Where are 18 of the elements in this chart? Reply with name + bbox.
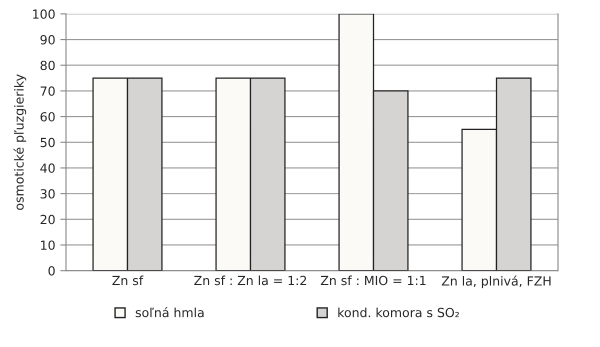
y-tick-label: 60	[40, 112, 55, 122]
x-tick-label: Zn sf	[112, 276, 144, 286]
y-tick-label: 30	[40, 189, 55, 199]
x-tick-label: Zn sf : Zn la = 1:2	[194, 276, 306, 286]
y-tick-label: 90	[40, 35, 55, 44]
y-tick-label: 100	[33, 9, 55, 19]
x-tick-label: Zn sf : MIO = 1:1	[320, 276, 426, 286]
legend-label: soľná hmla	[136, 307, 204, 318]
y-tick-label: 40	[40, 163, 55, 173]
y-tick-label: 0	[48, 266, 55, 276]
y-tick-label: 50	[40, 138, 55, 148]
legend-label: kond. komora s SO₂	[338, 308, 459, 318]
y-tick-label: 10	[41, 240, 55, 250]
x-tick-label: Zn la, plnivá, FZH	[442, 276, 551, 288]
y-tick-label: 20	[40, 214, 55, 224]
y-tick-label: 70	[40, 86, 55, 96]
y-tick-label: 80	[40, 60, 55, 70]
y-axis-title: osmotické pľuzgieriky	[14, 74, 26, 210]
